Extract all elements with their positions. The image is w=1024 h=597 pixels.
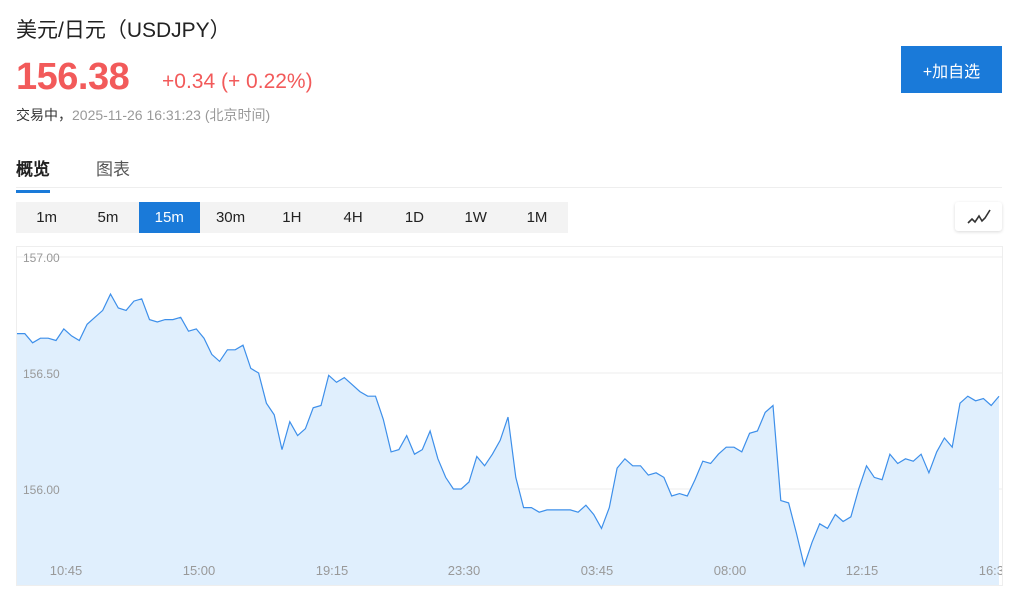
x-tick-label: 19:15 — [315, 563, 349, 578]
timestamp: 2025-11-26 16:31:23 (北京时间) — [72, 107, 271, 123]
x-tick-label: 12:15 — [845, 563, 879, 578]
y-tick-label: 156.50 — [23, 367, 60, 381]
interval-15m[interactable]: 15m — [138, 202, 200, 233]
interval-1d[interactable]: 1D — [404, 209, 425, 226]
interval-1w[interactable]: 1W — [464, 209, 487, 226]
price-area — [17, 294, 999, 585]
add-watchlist-button[interactable]: +加自选 — [901, 46, 1002, 93]
x-tick-label: 16:30 — [978, 563, 1002, 578]
current-price: 156.38 — [16, 56, 130, 98]
interval-1h[interactable]: 1H — [282, 209, 302, 226]
trading-status: 交易中，2025-11-26 16:31:23 (北京时间) — [16, 105, 270, 125]
chart-canvas — [17, 256, 1002, 585]
line-chart-icon — [966, 209, 991, 224]
price-change: +0.34 (+ 0.22%) — [162, 70, 313, 93]
interval-1m[interactable]: 1m — [36, 209, 58, 226]
instrument-title: 美元/日元（USDJPY） — [16, 19, 231, 42]
interval-selector: 1m 5m 15m 30m 1H 4H 1D 1W 1M — [16, 202, 568, 233]
x-tick-label: 15:00 — [182, 563, 216, 578]
x-tick-label: 03:45 — [580, 563, 614, 578]
x-tick-label: 10:45 — [49, 563, 83, 578]
tab-overview[interactable]: 概览 — [16, 155, 50, 193]
price-line — [17, 292, 1000, 568]
y-tick-label: 156.00 — [23, 483, 60, 497]
tab-bar: 概览 图表 — [16, 150, 1002, 193]
chart-type-button[interactable] — [955, 202, 1002, 231]
interval-4h[interactable]: 4H — [343, 209, 363, 226]
status-label: 交易中， — [16, 107, 72, 123]
interval-5m[interactable]: 5m — [97, 209, 119, 226]
price-chart[interactable]: 157.00 156.50 156.00 10:45 15:00 19:15 2… — [16, 246, 1003, 586]
y-tick-label: 157.00 — [23, 251, 60, 265]
interval-1mo[interactable]: 1M — [526, 209, 548, 226]
x-tick-label: 23:30 — [447, 563, 481, 578]
tab-chart[interactable]: 图表 — [96, 160, 130, 179]
interval-30m[interactable]: 30m — [215, 209, 246, 226]
x-tick-label: 08:00 — [713, 563, 747, 578]
